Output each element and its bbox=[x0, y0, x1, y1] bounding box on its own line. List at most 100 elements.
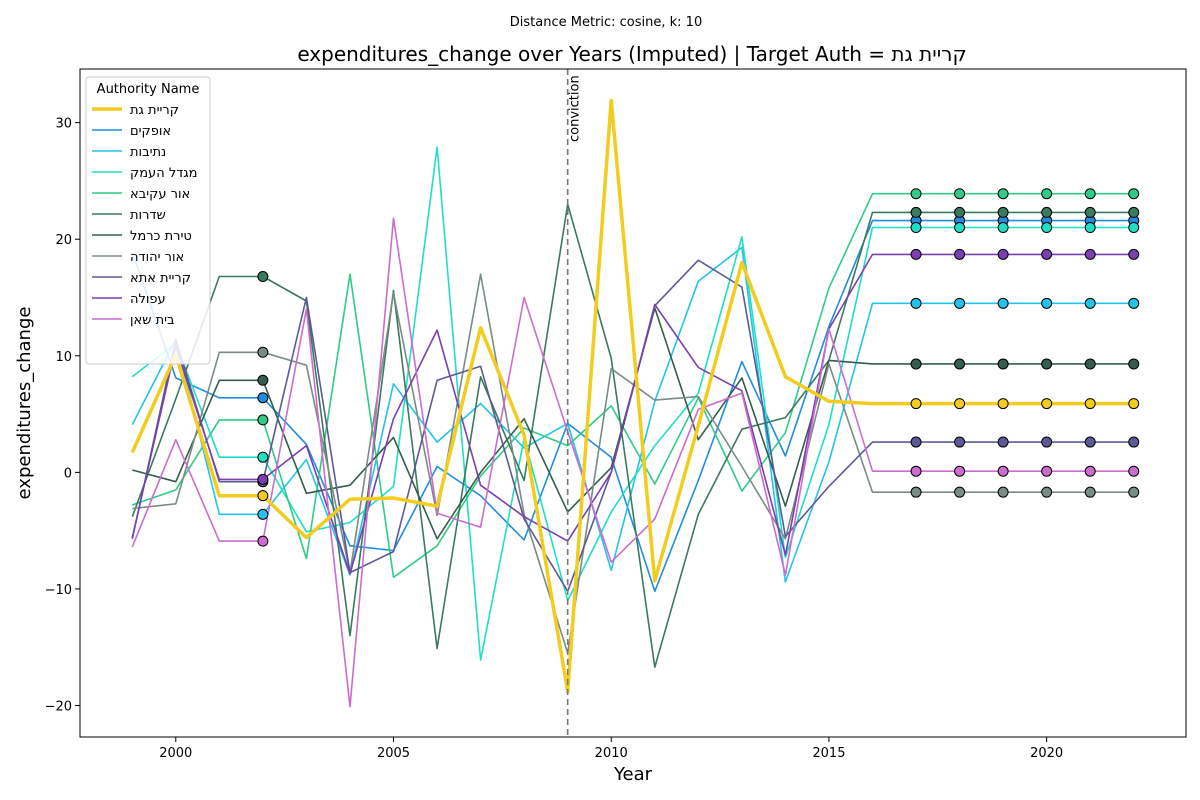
chart-subtitle: Distance Metric: cosine, k: 10 bbox=[510, 15, 702, 30]
imputed-point-marker bbox=[257, 374, 269, 386]
imputed-point-marker bbox=[257, 490, 269, 502]
imputed-point-marker bbox=[997, 297, 1009, 309]
chart-title: expenditures_change over Years (Imputed)… bbox=[297, 42, 966, 66]
legend-entry: שדרות bbox=[130, 208, 166, 223]
y-tick-label: 0 bbox=[64, 466, 72, 481]
imputed-point-marker bbox=[1128, 436, 1140, 448]
imputed-point-marker bbox=[997, 398, 1009, 410]
x-tick-label: 2015 bbox=[812, 746, 845, 761]
imputed-point-marker bbox=[1084, 248, 1096, 260]
y-tick-label: 20 bbox=[55, 233, 72, 248]
series-line bbox=[131, 246, 1134, 583]
legend-entry: מגדל העמק bbox=[130, 166, 198, 181]
imputed-point-marker bbox=[1084, 465, 1096, 477]
y-tick-label: −20 bbox=[45, 700, 72, 715]
series-line bbox=[131, 217, 1134, 708]
series-line bbox=[132, 273, 1134, 654]
imputed-point-marker bbox=[1128, 248, 1140, 260]
imputed-point-marker bbox=[1041, 248, 1053, 260]
imputed-point-marker bbox=[1041, 358, 1053, 370]
imputed-point-marker bbox=[954, 358, 966, 370]
x-tick-label: 2020 bbox=[1030, 746, 1063, 761]
legend-entry: אופקים bbox=[130, 124, 171, 139]
plot-area: conviction bbox=[79, 68, 1187, 738]
imputed-point-marker bbox=[1084, 297, 1096, 309]
y-tick-label: 30 bbox=[55, 117, 72, 132]
x-axis: 2000 2005 2010 2015 2020 bbox=[159, 737, 1063, 761]
imputed-point-marker bbox=[910, 358, 922, 370]
imputed-point-marker bbox=[954, 436, 966, 448]
imputed-point-marker bbox=[954, 465, 966, 477]
x-tick-label: 2010 bbox=[595, 746, 628, 761]
imputed-point-marker bbox=[257, 346, 269, 358]
imputed-point-marker bbox=[997, 436, 1009, 448]
y-tick-label: −10 bbox=[45, 583, 72, 598]
imputed-point-marker bbox=[1041, 222, 1053, 234]
imputed-point-marker bbox=[257, 508, 269, 520]
imputed-point-marker bbox=[997, 358, 1009, 370]
imputed-point-marker bbox=[1084, 222, 1096, 234]
y-tick-label: 10 bbox=[55, 350, 72, 365]
legend-entry: אור יהודה bbox=[130, 250, 184, 265]
x-axis-label: Year bbox=[613, 764, 653, 785]
imputed-point-marker bbox=[910, 465, 922, 477]
imputed-point-marker bbox=[910, 206, 922, 218]
y-axis-label: expenditures_change bbox=[14, 307, 35, 500]
axes-frame bbox=[79, 68, 1187, 738]
imputed-point-marker bbox=[1084, 358, 1096, 370]
imputed-point-marker bbox=[1128, 297, 1140, 309]
imputed-point-marker bbox=[257, 535, 269, 547]
imputed-point-marker bbox=[910, 297, 922, 309]
imputed-point-marker bbox=[1128, 188, 1140, 200]
x-tick-label: 2000 bbox=[159, 746, 192, 761]
imputed-point-marker bbox=[1041, 297, 1053, 309]
imputed-point-marker bbox=[1084, 436, 1096, 448]
series-line bbox=[132, 192, 1134, 579]
imputed-point-marker bbox=[954, 206, 966, 218]
imputed-point-marker bbox=[954, 398, 966, 410]
imputed-point-marker bbox=[910, 248, 922, 260]
imputed-point-marker bbox=[910, 436, 922, 448]
legend: Authority Name קריית גת אופקים נתיבות מגדל … bbox=[85, 76, 211, 365]
imputed-point-marker bbox=[1041, 436, 1053, 448]
legend-entry: עפולה bbox=[130, 292, 166, 307]
conviction-label: conviction bbox=[568, 75, 583, 142]
series-line bbox=[131, 203, 1134, 668]
series-line bbox=[131, 146, 1134, 661]
imputed-point-marker bbox=[1084, 398, 1096, 410]
imputed-point-marker bbox=[1128, 222, 1140, 234]
legend-entry: טירת כרמל bbox=[130, 229, 192, 244]
imputed-point-marker bbox=[910, 188, 922, 200]
imputed-point-marker bbox=[910, 486, 922, 498]
imputed-point-marker bbox=[1128, 358, 1140, 370]
imputed-point-marker bbox=[257, 392, 269, 404]
x-tick-label: 2005 bbox=[377, 746, 410, 761]
legend-entry: נתיבות bbox=[130, 145, 166, 160]
series-line bbox=[130, 98, 1134, 694]
imputed-point-marker bbox=[954, 188, 966, 200]
y-axis: −20 −10 0 10 20 30 bbox=[45, 117, 80, 715]
legend-entry: קריית גת bbox=[130, 103, 179, 118]
imputed-point-marker bbox=[954, 222, 966, 234]
imputed-point-marker bbox=[910, 222, 922, 234]
imputed-point-marker bbox=[1128, 206, 1140, 218]
imputed-point-marker bbox=[910, 398, 922, 410]
legend-entry: בית שאן bbox=[130, 313, 175, 328]
imputed-point-marker bbox=[1128, 398, 1140, 410]
imputed-point-marker bbox=[257, 473, 269, 485]
imputed-point-marker bbox=[997, 206, 1009, 218]
legend-entry: אור עקיבא bbox=[130, 187, 190, 202]
imputed-point-marker bbox=[257, 451, 269, 463]
vline-layer: conviction bbox=[566, 69, 583, 737]
legend-items: קריית גת אופקים נתיבות מגדל העמק אור עקיבא שד… bbox=[92, 103, 198, 328]
legend-title: Authority Name bbox=[97, 82, 200, 97]
imputed-point-marker bbox=[997, 188, 1009, 200]
imputed-point-marker bbox=[1128, 465, 1140, 477]
imputed-point-marker bbox=[1041, 465, 1053, 477]
imputed-point-marker bbox=[1041, 486, 1053, 498]
imputed-point-marker bbox=[997, 248, 1009, 260]
series-line bbox=[131, 219, 1134, 593]
imputed-point-marker bbox=[1041, 398, 1053, 410]
legend-entry: קריית אתא bbox=[130, 271, 191, 286]
